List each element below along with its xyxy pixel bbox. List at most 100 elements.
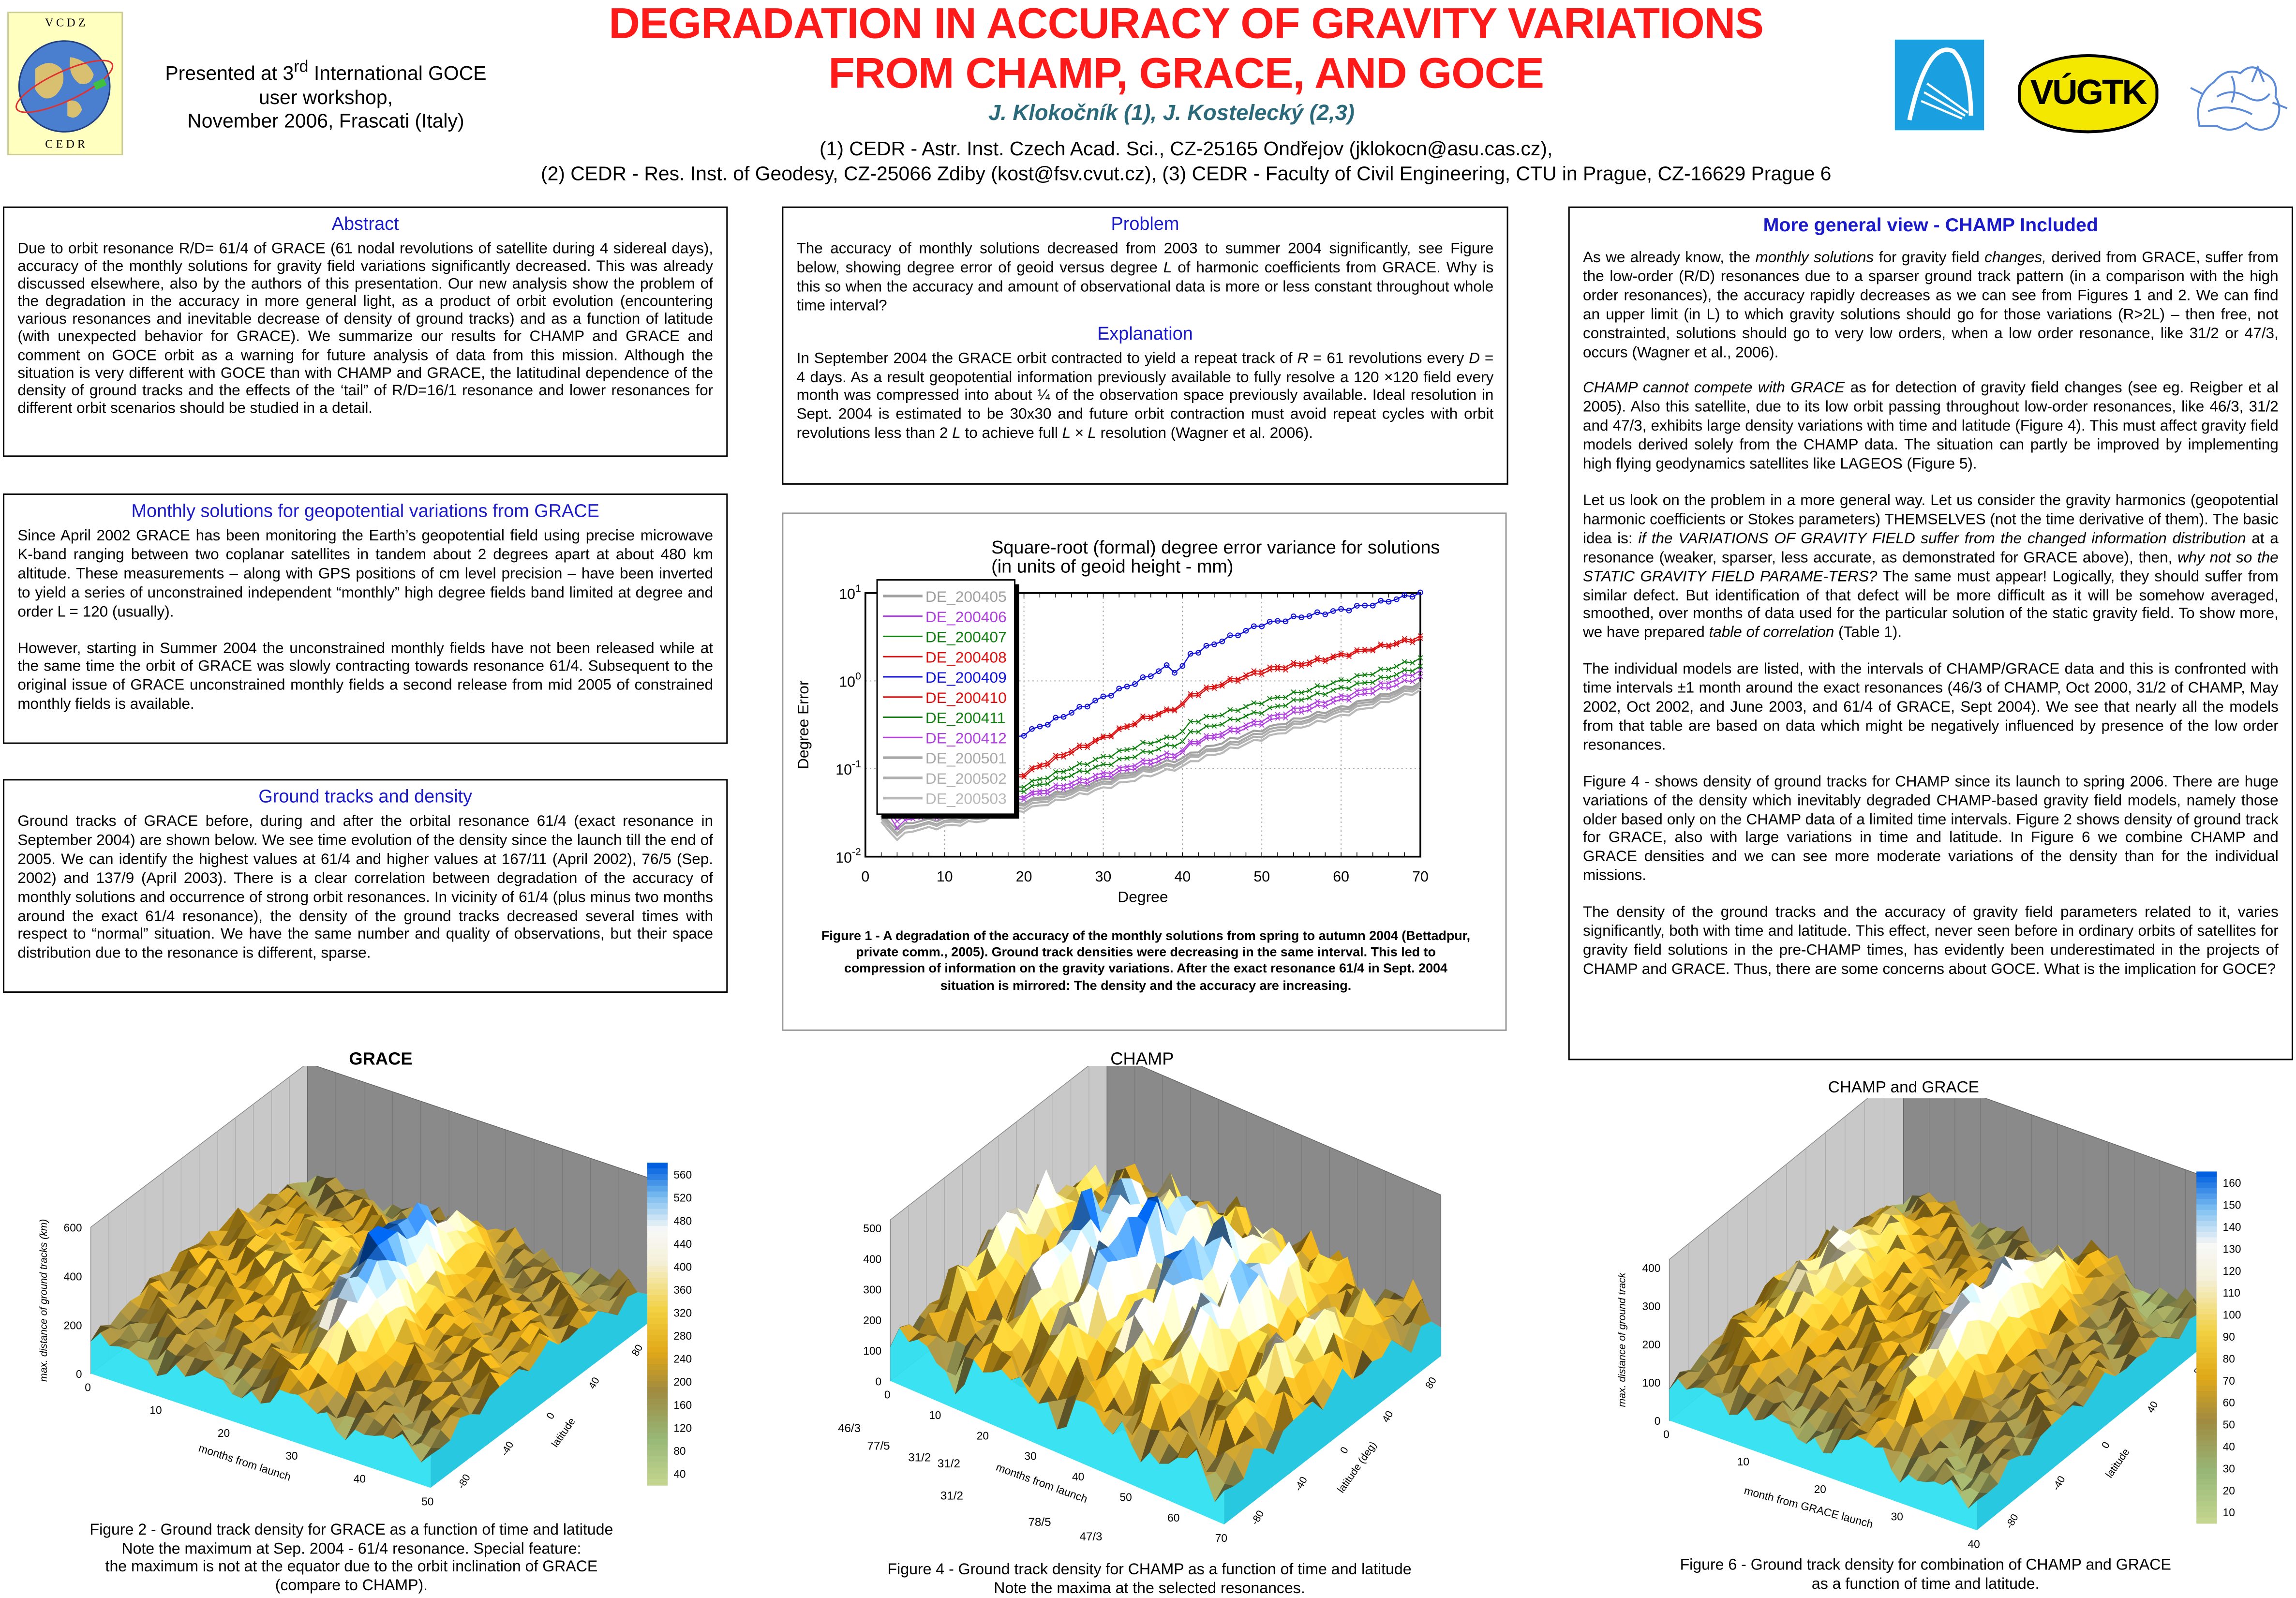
y-tick-label: 40 <box>2145 1400 2161 1415</box>
text-run: = 4 days. As a result geopotential infor… <box>796 351 1494 443</box>
paragraph: As we already know, the monthly solution… <box>1583 251 2279 364</box>
data-point <box>1172 743 1178 749</box>
ground-tracks-section: Ground tracks and density Ground tracks … <box>3 779 728 993</box>
colorbar-segment <box>647 1220 668 1227</box>
paragraph: The density of the ground tracks and the… <box>1583 905 2279 981</box>
data-point <box>1322 611 1328 617</box>
y-axis-label: Degree Error <box>794 680 812 769</box>
colorbar-segment <box>647 1191 668 1198</box>
colorbar-segment <box>647 1421 668 1428</box>
colorbar-segment <box>2196 1342 2217 1348</box>
data-point <box>1314 657 1320 663</box>
data-point <box>1140 674 1146 680</box>
data-point <box>1053 775 1059 781</box>
data-point <box>1132 722 1138 728</box>
grace-plot-label: GRACE <box>349 1048 413 1069</box>
text-run: derived from GRACE, suffer from the low-… <box>1582 250 2279 361</box>
colorbar-segment <box>647 1231 668 1239</box>
data-point <box>1235 717 1241 723</box>
y-tick-label: -80 <box>456 1472 473 1491</box>
text-run: if the VARIATIONS OF GRAVITY FIELD suffe… <box>1638 531 2246 548</box>
abstract-text: Due to orbit resonance R/D= 61/4 of GRAC… <box>17 241 714 418</box>
data-point <box>1195 693 1201 699</box>
y-tick-label: 101 <box>839 583 861 602</box>
legend-label: DE_200408 <box>925 648 1007 666</box>
data-point <box>1394 682 1400 688</box>
data-point <box>1338 685 1344 690</box>
colorbar-label: 80 <box>673 1445 686 1457</box>
data-point <box>1275 618 1281 624</box>
x-tick-label: 60 <box>1167 1511 1179 1524</box>
data-point <box>1124 755 1130 761</box>
data-point <box>1378 680 1384 686</box>
data-point <box>1156 712 1162 718</box>
data-point <box>1235 632 1241 639</box>
z-tick-label: 0 <box>876 1375 882 1388</box>
data-point <box>1330 700 1336 705</box>
vugtk-logo: VÚGTK <box>2017 54 2159 134</box>
data-point <box>1417 663 1423 669</box>
x-tick-label: 20 <box>218 1427 230 1439</box>
colorbar-segment <box>647 1398 668 1405</box>
text-run: R <box>1297 351 1309 367</box>
y-tick-label: -40 <box>1293 1475 1310 1493</box>
colorbar-segment <box>647 1272 668 1279</box>
data-point <box>1053 769 1059 775</box>
colorbar-segment <box>647 1295 668 1302</box>
champ-plot-label: CHAMP <box>1110 1048 1174 1069</box>
data-point <box>1354 672 1360 678</box>
colorbar-segment <box>647 1237 668 1244</box>
colorbar-segment <box>647 1375 668 1382</box>
colorbar-segment <box>2196 1490 2217 1496</box>
grace-density-surface-plot: 0 200 400 600 0 10 20 30 40 50 -80 -40 0 40 80 months f… <box>38 1066 692 1508</box>
resonance-annotation: 77/5 <box>867 1440 890 1453</box>
colorbar-segment <box>2196 1512 2217 1519</box>
data-point <box>1124 684 1130 689</box>
data-point <box>1338 650 1344 656</box>
data-point <box>1267 696 1273 702</box>
colorbar-segment <box>2196 1374 2217 1381</box>
data-point <box>1061 769 1067 775</box>
figure6-caption: Figure 6 - Ground track density for comb… <box>1610 1556 2240 1593</box>
colorbar-segment <box>647 1203 668 1210</box>
data-point <box>1370 680 1376 686</box>
data-point <box>1346 686 1352 691</box>
data-point <box>1282 695 1288 701</box>
x-tick-label: 40 <box>1072 1470 1084 1483</box>
colorbar-segment <box>2196 1270 2217 1277</box>
colorbar-label: 120 <box>2223 1265 2241 1277</box>
colorbar-segment <box>647 1381 668 1388</box>
y-tick-label: -40 <box>499 1439 516 1458</box>
data-point <box>1211 714 1217 719</box>
data-point <box>1275 703 1281 709</box>
text-run: monthly solutions <box>1755 250 1874 267</box>
data-point <box>1243 713 1249 719</box>
colorbar-segment <box>647 1168 668 1175</box>
data-point <box>1401 592 1408 598</box>
data-point <box>1401 659 1407 665</box>
z-tick-label: 0 <box>76 1368 82 1380</box>
data-point <box>1021 797 1027 803</box>
data-point <box>1053 785 1059 791</box>
surface-cell <box>1968 1493 1988 1509</box>
x-tick-label: 50 <box>1120 1491 1132 1503</box>
data-point <box>1401 638 1407 643</box>
z-tick-label: 400 <box>863 1253 881 1265</box>
data-point <box>1069 766 1074 772</box>
legend-label: DE_200503 <box>925 790 1007 807</box>
data-point <box>1282 618 1289 625</box>
data-point <box>1148 673 1154 679</box>
ground-tracks-heading: Ground tracks and density <box>258 786 473 807</box>
colorbar-segment <box>647 1456 668 1463</box>
paragraph: CHAMP cannot compete with GRACE as for d… <box>1583 381 2279 476</box>
colorbar: 160 150 140 130 120 110 100 90 80 70 60 50 40 30 20 10 <box>2196 1171 2241 1524</box>
data-point <box>1410 679 1416 685</box>
data-point <box>1148 749 1154 755</box>
x-tick-label: 10 <box>149 1404 162 1417</box>
data-point <box>1251 710 1257 715</box>
colorbar-label: 60 <box>2223 1396 2235 1409</box>
colorbar-segment <box>2196 1479 2217 1485</box>
data-point <box>1330 608 1336 614</box>
data-point <box>1306 613 1312 619</box>
paragraph: Let us look on the problem in a more gen… <box>1583 493 2279 645</box>
